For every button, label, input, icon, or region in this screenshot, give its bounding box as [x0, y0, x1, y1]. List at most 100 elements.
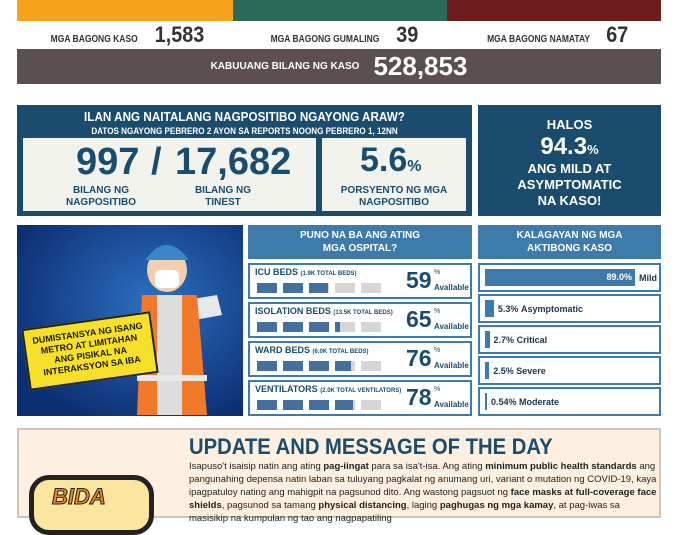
- ventilator-icon: [257, 400, 277, 410]
- message-segment: Isapuso't isaisip natin ang ating: [189, 461, 324, 472]
- tested-count: 17,682: [175, 141, 292, 183]
- hospital-row-pct: 78: [406, 384, 432, 410]
- new-cases-stat: MGA BAGONG KASO 1,583: [17, 22, 233, 48]
- hospital-title-2: MGA OSPITAL?: [322, 243, 398, 254]
- positivity-subtitle: DATOS NGAYONG PEBRERO 2 AYON SA REPORTS …: [91, 126, 398, 136]
- bed-icon: [361, 322, 381, 332]
- pct-sign: %: [434, 269, 441, 276]
- tested-label: BILANG NG TINEST: [183, 185, 263, 209]
- message-segment: , pagsunod sa tamang: [221, 500, 319, 511]
- positive-label-1: BILANG NG: [72, 185, 130, 196]
- total-label: KABUUANG BILANG NG KASO: [210, 61, 360, 72]
- hospital-row-total: (13.5K TOTAL BEDS): [333, 310, 393, 316]
- positivity-panel: ILAN ANG NAITALANG NAGPOSITIBO NGAYONG A…: [17, 105, 472, 216]
- rate-unit: %: [407, 158, 422, 175]
- tested-label-2: TINEST: [205, 197, 241, 208]
- bed-icon: [283, 322, 303, 332]
- red-bar: [447, 0, 661, 21]
- hospital-row-total: (6.0K TOTAL BEDS): [312, 349, 369, 355]
- positivity-title: ILAN ANG NAITALANG NAGPOSITIBO NGAYONG A…: [84, 109, 405, 124]
- bed-icon: [335, 322, 355, 332]
- active-cases-title-2: AKTIBONG KASO: [527, 243, 612, 254]
- message-segment: minimum public health standards: [485, 461, 637, 472]
- halos-line-3: ASYMPTOMATIC: [517, 177, 622, 192]
- message-title: UPDATE AND MESSAGE OF THE DAY: [189, 434, 553, 459]
- hospital-row-name: VENTILATORS: [255, 384, 318, 394]
- bed-icon: [283, 361, 303, 371]
- positive-label: BILANG NG NAGPOSITIBO: [51, 185, 151, 209]
- case-bar: [485, 393, 487, 410]
- case-status-row: 2.5% Severe: [478, 356, 661, 385]
- mild-asymptomatic-panel: HALOS 94.3% ANG MILD AT ASYMPTOMATIC NA …: [478, 105, 661, 216]
- rate-label-1: PORSYENTO NG MGA: [340, 185, 448, 196]
- active-cases-title-1: KALAGAYAN NG MGA: [516, 230, 623, 241]
- total-cases-bar: KABUUANG BILANG NG KASO 528,853: [17, 49, 661, 84]
- halos-value: 94.3: [540, 133, 588, 160]
- recovered-stat: MGA BAGONG GUMALING 39: [233, 22, 447, 48]
- slash: /: [151, 141, 162, 183]
- total-value: 528,853: [373, 51, 468, 81]
- positivity-rate: 5.6: [360, 141, 408, 179]
- hospital-row-pct: 65: [406, 306, 432, 332]
- case-pct: 5.3%: [497, 303, 519, 314]
- tested-label-1: BILANG NG: [194, 185, 252, 196]
- distancing-poster-image: DUMISTANSYA NG ISANG METRO AT LIMITAHAN …: [17, 225, 243, 416]
- case-status-row: 89.0% Mild: [478, 263, 661, 292]
- bed-icon: [335, 283, 355, 293]
- case-label: Moderate: [519, 396, 560, 407]
- pct-sign: %: [434, 308, 441, 315]
- hospital-row-name: ISOLATION BEDS: [255, 306, 331, 316]
- bed-icon: [335, 361, 355, 371]
- bed-icon: [257, 283, 277, 293]
- bed-icon: [309, 322, 329, 332]
- message-segment: physical distancing: [318, 500, 407, 511]
- bed-icon: [361, 361, 381, 371]
- hospital-row: ISOLATION BEDS (13.5K TOTAL BEDS) 65% Avai…: [248, 302, 472, 338]
- bed-icon: [309, 283, 329, 293]
- rate-box: 5.6% PORSYENTO NG MGA NAGPOSITIBO: [322, 138, 466, 211]
- bed-icon: [283, 283, 303, 293]
- hospital-row: WARD BEDS (6.0K TOTAL BEDS) 76% Available: [248, 341, 472, 377]
- message-panel: BIDA UPDATE AND MESSAGE OF THE DAY Isapu…: [17, 428, 661, 535]
- case-label: Severe: [516, 365, 546, 376]
- case-status-row: 5.3% Asymptomatic: [478, 294, 661, 323]
- case-pct: 2.5%: [493, 365, 514, 376]
- message-segment: ang pangunahing depensa natin laban sa t…: [189, 461, 657, 498]
- hospital-header: PUNO NA BA ANG ATING MGA OSPITAL?: [248, 225, 472, 259]
- hospital-row-name: ICU BEDS: [255, 267, 299, 277]
- hospital-row-total: (2.0K TOTAL VENTILATORS): [320, 388, 402, 394]
- new-cases-label: MGA BAGONG KASO: [50, 34, 138, 45]
- deaths-value: 67: [606, 22, 629, 47]
- positive-count: 997: [76, 141, 140, 183]
- bida-logo: BIDA: [29, 475, 154, 535]
- hospital-title-1: PUNO NA BA ANG ATING: [300, 230, 420, 241]
- case-label: Asymptomatic: [520, 303, 583, 314]
- case-bar: [485, 300, 494, 317]
- green-bar: [233, 0, 447, 21]
- case-label: Critical: [516, 334, 548, 345]
- message-segment: , laging: [406, 500, 440, 511]
- hospital-row-pct: 59: [406, 267, 432, 293]
- pct-sign: %: [434, 386, 441, 393]
- deaths-stat: MGA BAGONG NAMATAY 67: [447, 22, 661, 48]
- active-cases-panel: KALAGAYAN NG MGA AKTIBONG KASO 89.0% Mild 5…: [478, 225, 661, 416]
- recovered-value: 39: [395, 22, 418, 47]
- positive-label-2: NAGPOSITIBO: [65, 197, 136, 208]
- halos-line-2: ANG MILD AT: [527, 161, 612, 176]
- available-label: Available: [434, 283, 469, 292]
- case-pct: 0.54%: [491, 396, 517, 407]
- new-cases-value: 1,583: [154, 22, 204, 47]
- case-bar: [485, 331, 490, 348]
- hospital-row: VENTILATORS (2.0K TOTAL VENTILATORS) 78% A…: [248, 380, 472, 416]
- pct-sign: %: [434, 347, 441, 354]
- bed-icon: [361, 283, 381, 293]
- ventilator-icon: [283, 400, 303, 410]
- case-bar: [485, 362, 490, 379]
- case-pct: 89.0%: [606, 272, 632, 282]
- bed-icon: [257, 361, 277, 371]
- ventilator-icon: [361, 400, 381, 410]
- ventilator-icon: [309, 400, 329, 410]
- available-label: Available: [434, 361, 469, 370]
- hospital-row: ICU BEDS (1.9K TOTAL BEDS) 59% Available: [248, 263, 472, 299]
- message-segment: face masks at full-coverage face shields: [189, 487, 657, 511]
